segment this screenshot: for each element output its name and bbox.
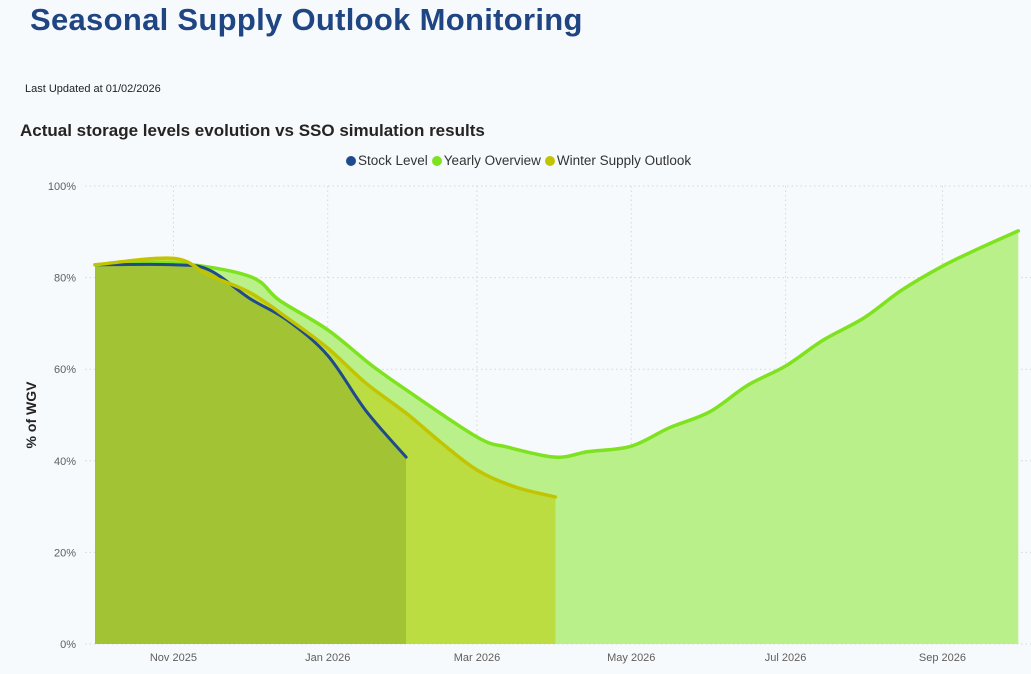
x-tick-label: Jul 2026 — [765, 652, 807, 664]
y-tick-label: 60% — [54, 364, 76, 376]
legend-item-stock-level[interactable]: Stock Level — [346, 153, 428, 168]
line-winter-supply-outlook[interactable] — [93, 256, 558, 499]
page-title: Seasonal Supply Outlook Monitoring — [30, 2, 583, 37]
legend-item-winter-supply-outlook[interactable]: Winter Supply Outlook — [544, 153, 692, 168]
x-tick-label: Jan 2026 — [305, 652, 350, 664]
legend-item-yearly-overview[interactable]: Yearly Overview — [431, 153, 541, 168]
x-tick-label: Nov 2025 — [150, 652, 197, 664]
chart-title: Actual storage levels evolution vs SSO s… — [20, 121, 485, 140]
last-updated: Last Updated at 01/02/2026 — [25, 83, 161, 95]
legend-label: Winter Supply Outlook — [556, 153, 692, 168]
chart-legend[interactable]: Stock Level Yearly Overview Winter Suppl… — [346, 153, 691, 168]
legend-dot-icon — [431, 155, 442, 166]
y-axis-label: % of WGV — [23, 381, 39, 449]
x-tick-label: Sep 2026 — [919, 652, 966, 664]
x-tick-label: May 2026 — [607, 652, 655, 664]
legend-label: Yearly Overview — [443, 153, 541, 168]
legend-dot-icon — [346, 155, 356, 166]
y-tick-label: 100% — [48, 181, 76, 193]
line-stock-level[interactable] — [93, 262, 408, 459]
y-tick-label: 0% — [60, 639, 76, 651]
area-stock-level — [95, 264, 407, 644]
x-tick-label: Mar 2026 — [454, 652, 500, 664]
y-tick-label: 40% — [54, 456, 76, 468]
line-yearly-overview[interactable] — [93, 229, 1021, 459]
legend-label: Stock Level — [358, 153, 428, 168]
legend-dot-icon — [544, 155, 555, 166]
y-tick-label: 80% — [54, 273, 76, 285]
y-tick-label: 20% — [54, 547, 76, 559]
